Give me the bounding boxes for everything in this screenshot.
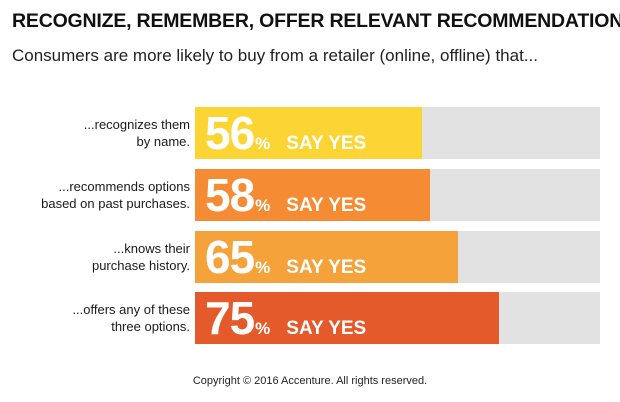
bar-value-percent-sign: %	[255, 134, 271, 153]
bar-value-percent-sign: %	[255, 319, 271, 338]
bar-value-number: 58	[205, 169, 255, 221]
category-label: ...recommends options based on past purch…	[10, 178, 190, 212]
category-label-line: ...recognizes them	[83, 117, 190, 132]
category-label: ...knows their purchase history.	[10, 240, 190, 274]
category-label-line: ...knows their	[113, 241, 190, 256]
bar-value-label: 56% SAY YES	[205, 107, 366, 159]
bar-value-percent-sign: %	[255, 196, 271, 215]
category-label: ...offers any of these three options.	[10, 301, 190, 335]
category-label-line: by name.	[136, 134, 190, 149]
bar-track: 65% SAY YES	[195, 231, 600, 283]
chart-subtitle: Consumers are more likely to buy from a …	[12, 46, 538, 65]
bar-row: ...knows their purchase history. 65% SAY YE…	[0, 231, 620, 283]
bar-value-label: 65% SAY YES	[205, 231, 366, 283]
bar	[195, 292, 499, 344]
bar-row: ...recognizes them by name. 56% SAY YES	[0, 107, 620, 159]
bar-track: 56% SAY YES	[195, 107, 600, 159]
bar-value-percent-sign: %	[255, 258, 271, 277]
bar-row: ...offers any of these three options. 75% S…	[0, 292, 620, 344]
category-label-line: ...offers any of these	[72, 302, 190, 317]
bar-value-label: 58% SAY YES	[205, 169, 366, 221]
category-label-line: purchase history.	[91, 258, 190, 273]
bar-track: 75% SAY YES	[195, 292, 600, 344]
chart-title: RECOGNIZE, REMEMBER, OFFER RELEVANT RECO…	[12, 10, 620, 32]
category-label-line: based on past purchases.	[41, 196, 190, 211]
bar-value-number: 65	[205, 231, 255, 283]
bar-value-number: 56	[205, 107, 255, 159]
bar-row: ...recommends options based on past purch…	[0, 169, 620, 221]
bar-say-yes-label: SAY YES	[286, 257, 367, 278]
bar-value-number: 75	[205, 292, 255, 344]
copyright-notice: Copyright © 2016 Accenture. All rights r…	[192, 375, 428, 387]
bar	[195, 231, 459, 283]
bar	[195, 107, 422, 159]
category-label-line: ...recommends options	[58, 179, 190, 194]
category-label: ...recognizes them by name.	[10, 116, 190, 150]
category-label-line: three options.	[111, 319, 190, 334]
bar-track: 58% SAY YES	[195, 169, 600, 221]
bar	[195, 169, 430, 221]
bar-value-label: 75% SAY YES	[205, 292, 366, 344]
bar-say-yes-label: SAY YES	[286, 318, 367, 339]
bar-say-yes-label: SAY YES	[286, 195, 367, 216]
bar-say-yes-label: SAY YES	[286, 133, 367, 154]
